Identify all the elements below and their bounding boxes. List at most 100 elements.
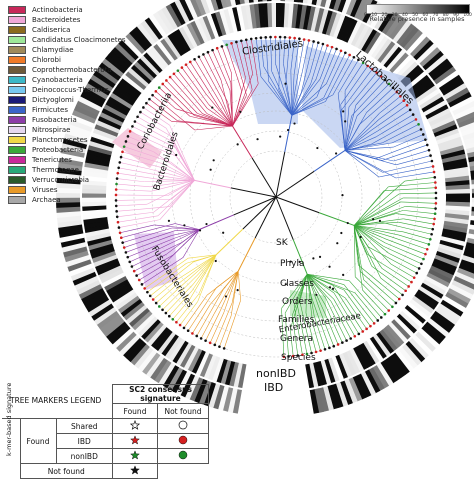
legend-item: Planctomycetes [8,135,88,145]
node-marker [210,169,212,171]
leaf-marker [116,215,119,218]
legend-item: Proteobacteria [8,145,83,155]
leaf-marker [179,324,182,327]
leaf-marker [115,188,118,191]
leaf-marker [118,161,121,164]
leaf-marker [361,330,364,333]
legend-item: Verrucomicrobia [8,175,89,185]
kmer-found: Found [20,419,56,464]
leaf-marker [431,160,434,163]
rank-label-genera: Genera [280,334,313,344]
shared-found-cell [113,419,158,434]
legend-label: Verrucomicrobia [32,176,89,184]
node-marker [213,159,215,161]
leaf-marker [168,315,171,318]
legend-swatch [8,156,26,164]
leaf-marker [211,49,214,52]
leaf-marker [428,243,431,246]
leaf-marker [250,38,253,41]
legend-swatch [8,186,26,194]
leaf-marker [348,54,351,57]
legend-label: Chlamydiae [32,46,74,54]
node-marker [284,83,286,85]
legend-label: Chlorobi [32,56,61,64]
leaf-marker [123,145,126,148]
consensus-header: SC2 consensus signature [113,385,209,404]
legend-label: Coprothermobacterota [32,66,112,74]
node-marker [328,266,330,268]
leaf-marker [204,339,207,342]
leaf-marker [422,133,425,136]
legend-item: Viruses [8,185,58,195]
legend-label: Viruses [32,186,58,194]
leaf-marker [177,69,180,72]
leaf-marker [230,42,233,45]
node-marker [215,260,217,262]
legend-item: Candidatus Cloacimonetes [8,35,126,45]
leaf-marker [193,58,196,61]
leaf-marker [191,332,194,335]
leaf-marker [255,37,258,40]
legend-label: Archaea [32,196,61,204]
legend-label: Caldiserica [32,26,70,34]
leaf-marker [420,128,423,131]
leaf-marker [420,262,423,265]
leaf-marker [415,118,418,121]
legend-item: Bacteroidetes [8,15,80,25]
legend-label: Nitrospirae [32,126,70,134]
leaf-marker [216,47,219,50]
leaf-marker [418,267,421,270]
leaf-marker [117,166,120,169]
leaf-marker [131,265,134,268]
kmer-header-cell: k-mer-based signature [2,419,20,479]
row-ibd: IBD [56,434,113,449]
leaf-marker [115,183,118,186]
legend-swatch [8,116,26,124]
leaf-marker [380,316,383,319]
leaf-marker [284,36,287,39]
leaf-marker [133,270,136,273]
circle-red-icon [178,435,188,445]
leaf-marker [223,347,226,350]
leaf-marker [141,283,144,286]
leaf-marker [429,154,432,157]
legend-item: Archaea [8,195,61,205]
legend-label: Deinococcus-Thermus [32,86,109,94]
kmer-header: k-mer-based signature [5,442,13,456]
leaf-marker [142,106,145,109]
node-marker [344,120,346,122]
markers-legend-table: SC2 consensus signature Found Not found … [2,384,209,479]
node-marker [205,223,207,225]
leaf-marker [152,298,155,301]
leaf-marker [337,343,340,346]
legend-item: Nitrospirae [8,125,70,135]
outer-ring-cell [271,0,276,1]
leaf-marker [115,199,118,202]
legend-label: Thermotogae [32,166,79,174]
legend-item: Coprothermobacterota [8,65,112,75]
leaf-marker [409,109,412,112]
legend-swatch [8,56,26,64]
leaf-marker [426,248,429,251]
leaf-marker [116,172,119,175]
node-marker [237,143,239,145]
leaf-marker [136,115,139,118]
leaf-marker [189,61,192,64]
leaf-marker [146,291,149,294]
leaf-marker [353,335,356,338]
leaf-marker [120,156,123,159]
leaf-marker [434,181,437,184]
leaf-marker [125,140,128,143]
leaf-marker [328,347,331,350]
leaf-marker [324,348,327,351]
star-red-icon [130,435,140,445]
legend-item: Actinobacteria [8,5,83,15]
node-marker [316,147,318,149]
legend-item: Tenericutes [8,155,72,165]
leaf-marker [434,212,437,215]
node-marker [379,220,381,222]
leaf-marker [148,98,151,101]
leaf-marker [129,130,132,133]
rank-label-sk: SK [276,238,289,248]
leaf-marker [317,41,320,44]
